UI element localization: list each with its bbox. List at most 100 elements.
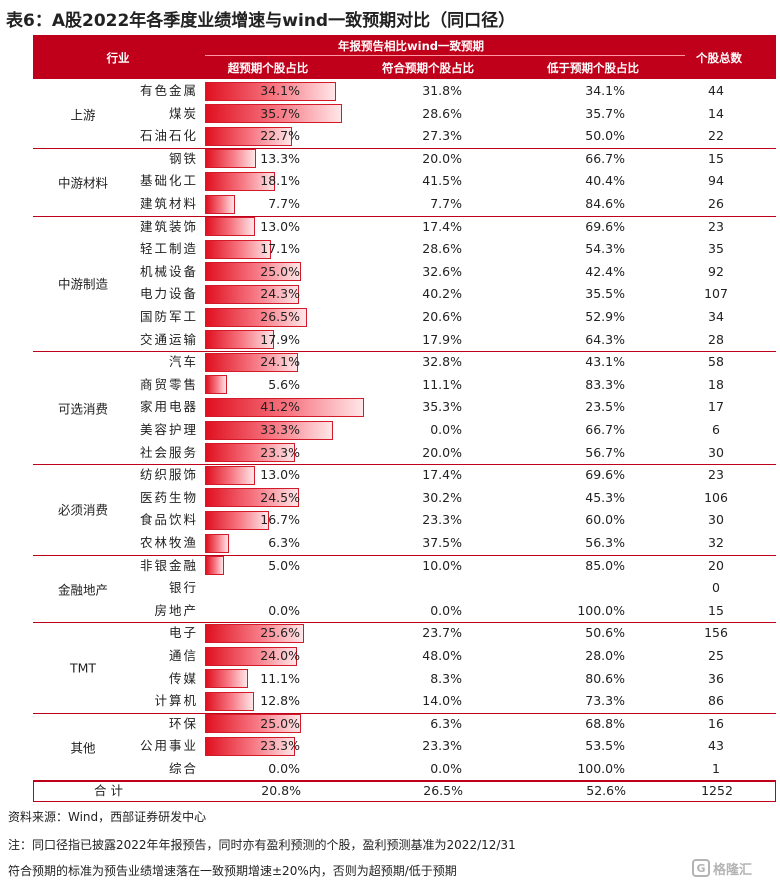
- meet-value: 23.7%: [422, 625, 462, 641]
- industry-name: 农林牧渔: [139, 535, 198, 550]
- beat-value: 24.5%: [260, 489, 300, 505]
- beat-value: 23.3%: [260, 444, 300, 460]
- miss-value: 66.7%: [585, 150, 625, 166]
- industry-name: 环保: [168, 715, 198, 731]
- meet-value: 11.1%: [422, 376, 462, 392]
- industry-name: 交通运输: [139, 331, 198, 347]
- total-row: 合计 20.8% 26.5% 52.6% 1252: [33, 780, 776, 802]
- stock-count: 20: [708, 557, 724, 573]
- beat-value: 41.2%: [260, 399, 300, 415]
- industry-name: 综合: [168, 761, 198, 776]
- beat-bar: [205, 352, 298, 372]
- beat-value: 24.3%: [260, 286, 300, 302]
- header-total: 个股总数: [696, 51, 742, 65]
- miss-value: 50.6%: [585, 625, 625, 641]
- beat-value: 25.0%: [260, 715, 300, 731]
- total-beat: 20.8%: [261, 783, 301, 798]
- stock-count: 6: [712, 422, 720, 437]
- industry-name: 钢铁: [168, 150, 198, 166]
- industry-name: 国防军工: [139, 309, 198, 324]
- beat-bar: [205, 488, 300, 508]
- stock-count: 86: [708, 693, 724, 709]
- beat-value: 24.0%: [260, 648, 300, 663]
- stock-count: 15: [708, 150, 724, 166]
- beat-value: 12.8%: [260, 693, 300, 709]
- meet-value: 31.8%: [422, 83, 462, 98]
- stock-count: 30: [708, 444, 724, 460]
- industry-name: 通信: [168, 648, 198, 663]
- stock-count: 34: [708, 309, 724, 324]
- beat-value: 13.0%: [260, 467, 300, 483]
- meet-value: 20.6%: [422, 309, 462, 324]
- industry-name: 公用事业: [139, 738, 198, 754]
- group-name: 上游: [70, 107, 96, 123]
- beat-bar: [205, 149, 257, 169]
- beat-bar: [205, 81, 337, 101]
- miss-value: 80.6%: [585, 670, 625, 686]
- miss-value: 73.3%: [585, 693, 625, 709]
- industry-name: 基础化工: [139, 173, 198, 189]
- meet-value: 23.3%: [422, 738, 462, 754]
- criteria-note: 符合预期的标准为预告业绩增速落在一致预期增速±20%内，否则为超预期/低于预期: [8, 864, 457, 878]
- miss-value: 34.1%: [585, 83, 625, 98]
- group-name: 金融地产: [57, 582, 109, 597]
- miss-value: 42.4%: [585, 263, 625, 279]
- stock-count: 0: [712, 580, 720, 596]
- industry-name: 银行: [168, 580, 198, 596]
- stock-count: 17: [708, 399, 724, 415]
- total-meet: 26.5%: [423, 783, 463, 798]
- miss-value: 56.3%: [585, 535, 625, 550]
- beat-bar: [205, 217, 256, 237]
- watermark-text: 格隆汇: [713, 862, 753, 878]
- industry-name: 煤炭: [168, 105, 198, 121]
- industry-name: 房地产: [154, 602, 198, 618]
- stock-count: 26: [708, 196, 724, 211]
- beat-value: 24.1%: [260, 354, 300, 370]
- beat-bar: [205, 691, 255, 711]
- beat-bar: [205, 646, 298, 666]
- total-count: 1252: [701, 783, 733, 798]
- group-name: 可选消费: [57, 401, 109, 417]
- beat-value: 18.1%: [260, 173, 300, 189]
- beat-value: 5.6%: [268, 376, 300, 392]
- industry-name: 建筑材料: [139, 196, 198, 211]
- meet-value: 35.3%: [422, 399, 462, 415]
- beat-value: 7.7%: [268, 196, 300, 211]
- industry-name: 食品饮料: [139, 512, 198, 528]
- meet-value: 10.0%: [422, 557, 462, 573]
- meet-value: 0.0%: [430, 761, 462, 776]
- header-meet: 符合预期个股占比: [382, 61, 474, 75]
- stock-count: 14: [708, 105, 724, 121]
- stock-count: 16: [708, 715, 724, 731]
- industry-name: 传媒: [168, 670, 198, 686]
- miss-value: 85.0%: [585, 557, 625, 573]
- beat-value: 23.3%: [260, 738, 300, 754]
- meet-value: 37.5%: [422, 535, 462, 550]
- industry-name: 商贸零售: [139, 376, 198, 392]
- miss-value: 69.6%: [585, 218, 625, 234]
- industry-name: 机械设备: [139, 263, 198, 279]
- group-divider: [33, 554, 776, 556]
- miss-value: 52.9%: [585, 309, 625, 324]
- beat-bar: [205, 375, 227, 395]
- industry-name: 医药生物: [139, 489, 198, 505]
- stock-count: 32: [708, 535, 724, 550]
- beat-bar: [205, 420, 334, 440]
- stock-count: 94: [708, 173, 724, 189]
- beat-bar: [205, 533, 230, 553]
- header-group-top: 年报预告相比wind一致预期: [338, 39, 484, 53]
- industry-name: 轻工制造: [139, 241, 198, 257]
- meet-value: 30.2%: [422, 489, 462, 505]
- beat-value: 6.3%: [268, 535, 300, 550]
- beat-bar: [205, 465, 256, 485]
- meet-value: 48.0%: [422, 648, 462, 663]
- beat-value: 0.0%: [268, 761, 300, 776]
- beat-value: 13.3%: [260, 150, 300, 166]
- group-name: 其他: [70, 740, 96, 756]
- header-industry: 行业: [106, 51, 130, 65]
- stock-count: 23: [708, 467, 724, 483]
- group-divider: [33, 780, 776, 782]
- stock-count: 58: [708, 354, 724, 370]
- miss-value: 35.7%: [585, 105, 625, 121]
- watermark: G 格隆汇: [692, 855, 772, 881]
